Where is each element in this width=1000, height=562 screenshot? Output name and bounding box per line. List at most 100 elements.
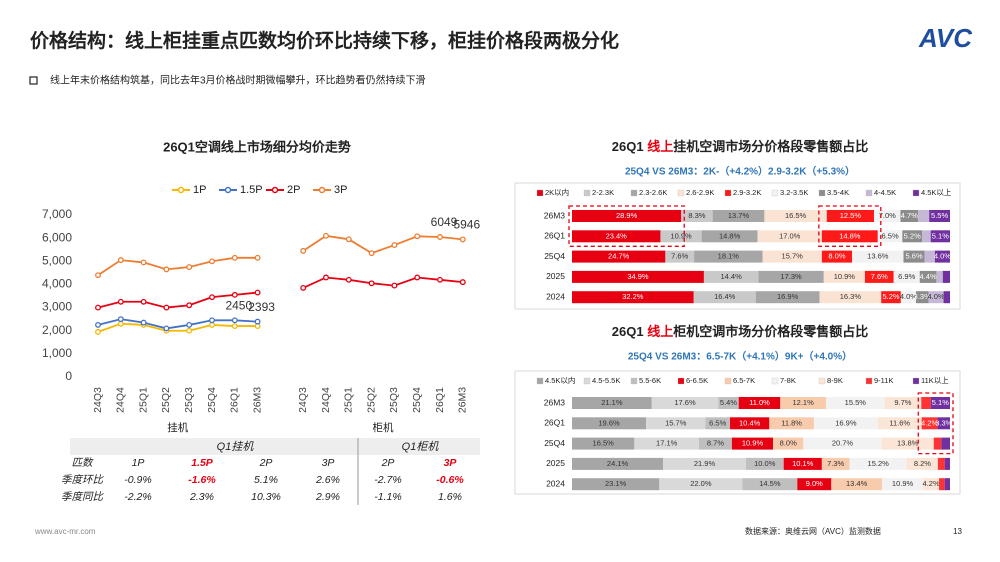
bar-segment xyxy=(831,478,882,491)
data-point xyxy=(391,242,398,249)
legend-label: 2P xyxy=(287,184,300,196)
bullet-icon xyxy=(29,76,38,85)
y-tick-label: 0 xyxy=(65,369,72,383)
data-point xyxy=(95,272,101,279)
data-label: 8.0% xyxy=(828,252,845,261)
series-line xyxy=(97,322,258,333)
series-line xyxy=(97,291,258,309)
y-tick-label: 26M3 xyxy=(544,397,566,407)
legend-label: 6.5-7K xyxy=(733,376,755,385)
bar-segment xyxy=(930,230,950,243)
bar-segment xyxy=(572,417,647,430)
x-tick-label: 24Q3 xyxy=(297,387,309,413)
data-label: 14.8% xyxy=(719,231,741,240)
data-label: 5.1% xyxy=(932,398,949,407)
y-tick-label: 26M3 xyxy=(544,210,566,220)
data-point xyxy=(117,257,124,264)
bar-segment xyxy=(934,250,950,263)
group-label: 挂机 xyxy=(167,421,188,434)
bar-segment xyxy=(780,397,827,409)
table-cell: 2.9% xyxy=(315,491,340,503)
data-point xyxy=(368,280,375,287)
data-label: 3.3% xyxy=(914,292,931,301)
bar-segment xyxy=(762,250,822,263)
data-label: 20.7% xyxy=(832,439,854,448)
x-tick-label: 25Q3 xyxy=(388,387,400,413)
data-label: 5.5% xyxy=(931,211,948,220)
table-header: Q1挂机 xyxy=(217,440,255,453)
data-label: 2393 xyxy=(248,300,275,314)
data-point xyxy=(117,320,124,327)
y-tick-label: 26Q1 xyxy=(544,231,565,241)
data-label: 22.0% xyxy=(690,479,712,488)
bar-segment xyxy=(681,210,713,222)
legend-label: 2K以内 xyxy=(545,187,569,197)
data-label: 34.9% xyxy=(627,272,649,281)
data-point xyxy=(345,276,352,283)
data-point xyxy=(209,294,215,301)
data-point xyxy=(437,276,443,283)
data-point xyxy=(254,254,261,261)
legend-label: 2-2.3K xyxy=(592,188,614,197)
data-label: 10.0% xyxy=(754,459,776,468)
data-point xyxy=(345,236,352,243)
bar-segment xyxy=(572,457,664,470)
bar-segment xyxy=(813,417,878,430)
data-point xyxy=(140,319,147,326)
bar-segment xyxy=(712,210,765,222)
legend-label: 6-6.5K xyxy=(686,376,708,385)
bar-segment xyxy=(665,250,695,263)
slide-title: 价格结构：线上柜挂重点匹数均价环比持续下移，柜挂价格段两极分化 xyxy=(30,29,619,52)
bar-segment xyxy=(849,457,907,470)
legend-marker xyxy=(177,186,185,194)
data-label: 5946 xyxy=(453,218,480,232)
data-label: 10.9% xyxy=(670,231,692,240)
bar-segment xyxy=(663,457,746,470)
bar-segment xyxy=(884,397,922,409)
series-line xyxy=(97,256,258,276)
data-label: 17.0% xyxy=(779,231,801,240)
chart-title: 26Q1 线上挂机空调市场分价格段零售额占比 xyxy=(612,139,868,154)
data-label: 17.1% xyxy=(656,439,678,448)
bar-segment xyxy=(918,210,930,222)
data-point xyxy=(254,318,261,325)
data-point xyxy=(117,298,124,305)
data-point xyxy=(437,234,443,240)
table-cell: 季度环比 xyxy=(61,474,104,486)
bar-segment xyxy=(745,457,784,470)
data-label: 4.2% xyxy=(923,479,940,488)
bar-segment xyxy=(699,437,732,450)
bar-segment xyxy=(660,230,702,243)
bar-segment xyxy=(823,270,865,283)
legend-swatch xyxy=(771,189,779,197)
data-point xyxy=(186,327,193,334)
bar-segment xyxy=(929,210,950,222)
legend-label: 4-4.5K xyxy=(874,188,896,197)
data-label: 11.8% xyxy=(781,418,802,427)
title-part: 挂机空调市场分价格段零售额占比 xyxy=(673,139,868,154)
title-part: 26Q1 xyxy=(612,139,647,154)
chart-frame xyxy=(514,370,961,495)
data-label: 11.0% xyxy=(749,398,770,407)
bar-segment xyxy=(902,230,923,243)
page-number: 13 xyxy=(953,527,962,536)
data-point xyxy=(140,298,147,305)
legend-swatch xyxy=(818,377,826,385)
bar-segment xyxy=(572,230,661,243)
table-cell: -0.9% xyxy=(124,474,151,486)
data-label: 13.6% xyxy=(867,252,889,261)
group-label: 柜机 xyxy=(373,421,394,434)
chart-subtitle: 25Q4 VS 26M3：6.5-7K（+4.1%）9K+（+4.0%） xyxy=(628,350,852,363)
table-cell: 2P xyxy=(259,457,273,469)
data-label: 10.9% xyxy=(742,439,764,448)
data-label: 7.3% xyxy=(827,459,844,468)
y-tick-label: 26Q1 xyxy=(544,418,565,428)
data-label: 8.3% xyxy=(688,211,705,220)
legend-label: 2.9-3.2K xyxy=(733,188,761,197)
title-part: 26Q1 xyxy=(612,324,647,339)
legend-swatch xyxy=(865,189,873,197)
bar-segment xyxy=(928,291,944,304)
y-tick-label: 25Q4 xyxy=(544,438,565,448)
y-tick-label: 3,000 xyxy=(42,300,72,314)
